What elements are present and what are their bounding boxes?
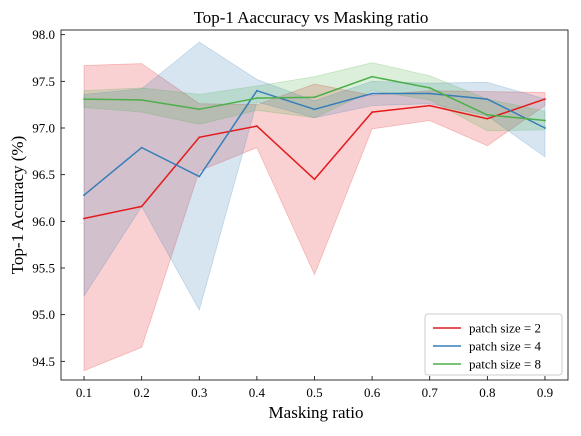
data-point bbox=[83, 194, 85, 197]
data-point bbox=[371, 111, 373, 113]
x-tick-label: 0.5 bbox=[306, 385, 322, 400]
band-series-1 bbox=[83, 63, 546, 372]
data-point bbox=[83, 98, 85, 100]
y-tick-label: 97.0 bbox=[32, 121, 55, 136]
series-lines bbox=[83, 75, 546, 220]
data-point bbox=[198, 108, 201, 111]
x-tick-label: 0.6 bbox=[364, 385, 381, 400]
x-axis-label: Masking ratio bbox=[269, 403, 364, 422]
legend-label: patch size = 4 bbox=[469, 339, 541, 354]
data-point bbox=[544, 127, 546, 129]
x-tick-label: 0.4 bbox=[249, 385, 266, 400]
y-tick-label: 97.5 bbox=[32, 74, 55, 89]
data-point bbox=[428, 87, 431, 89]
data-point bbox=[486, 114, 489, 116]
y-tick-label: 96.0 bbox=[32, 214, 55, 229]
data-point bbox=[544, 98, 546, 100]
y-axis-ticks: 94.5 95.0 95.5 96.0 96.5 97.0 97.5 98.0 bbox=[32, 27, 65, 369]
data-point bbox=[140, 205, 143, 208]
y-tick-label: 94.5 bbox=[32, 354, 55, 369]
data-point bbox=[140, 99, 143, 101]
y-axis-label: Top-1 Accuracy (%) bbox=[8, 136, 27, 275]
legend: patch size = 2 patch size = 4 patch size =… bbox=[424, 313, 563, 376]
x-tick-label: 0.8 bbox=[479, 385, 495, 400]
data-point bbox=[371, 92, 373, 95]
data-point bbox=[428, 104, 431, 107]
x-axis-ticks: 0.1 0.2 0.3 0.4 0.5 0.6 0.7 0.8 0.9 bbox=[76, 376, 553, 400]
data-point bbox=[198, 175, 201, 178]
y-tick-label: 96.5 bbox=[32, 167, 55, 182]
data-point bbox=[256, 125, 258, 127]
y-tick-label: 95.5 bbox=[32, 261, 55, 276]
data-point bbox=[428, 92, 431, 95]
x-tick-label: 0.7 bbox=[422, 385, 439, 400]
data-point bbox=[486, 117, 489, 120]
data-point bbox=[256, 97, 258, 99]
data-point bbox=[256, 89, 258, 92]
data-point bbox=[313, 178, 316, 181]
chart-title: Top-1 Aaccuracy vs Masking ratio bbox=[194, 8, 429, 27]
data-point bbox=[486, 98, 489, 100]
x-tick-label: 0.2 bbox=[134, 385, 150, 400]
legend-label: patch size = 8 bbox=[469, 357, 541, 372]
data-point bbox=[313, 108, 316, 111]
legend-box bbox=[424, 313, 563, 376]
data-point bbox=[371, 75, 373, 78]
data-point bbox=[140, 146, 143, 149]
legend-label: patch size = 2 bbox=[469, 321, 541, 336]
data-point bbox=[544, 119, 546, 122]
data-point bbox=[313, 96, 316, 99]
x-tick-label: 0.9 bbox=[537, 385, 553, 400]
data-point bbox=[83, 217, 85, 220]
x-tick-label: 0.1 bbox=[76, 385, 92, 400]
y-tick-label: 98.0 bbox=[32, 27, 55, 42]
y-tick-label: 95.0 bbox=[32, 307, 55, 322]
data-point bbox=[198, 136, 201, 139]
x-tick-label: 0.3 bbox=[191, 385, 207, 400]
